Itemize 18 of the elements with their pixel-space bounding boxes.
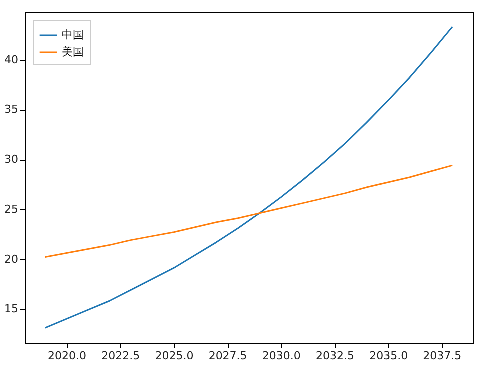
x-tick-label: 2027.5 bbox=[208, 350, 248, 362]
legend-label: 中国 bbox=[62, 28, 84, 42]
x-tick-label: 2025.0 bbox=[155, 350, 194, 362]
y-tick-label: 15 bbox=[4, 302, 18, 316]
y-tick-label: 40 bbox=[4, 53, 18, 66]
x-tick-label: 2032.5 bbox=[316, 350, 354, 362]
line-series bbox=[44, 26, 454, 329]
y-tick-label: 35 bbox=[4, 103, 18, 116]
x-tick-label: 2030.0 bbox=[262, 350, 301, 362]
legend-label: 美国 bbox=[62, 46, 84, 58]
y-tick-label: 20 bbox=[4, 252, 18, 266]
x-tick-label: 2037.5 bbox=[423, 350, 462, 362]
line-series bbox=[44, 164, 454, 258]
y-tick-label: 30 bbox=[4, 153, 18, 166]
x-tick-label: 2020.0 bbox=[48, 350, 87, 362]
x-tick-label: 2035.0 bbox=[370, 350, 408, 362]
x-tick-label: 2022.5 bbox=[102, 350, 140, 362]
y-tick-label: 25 bbox=[4, 202, 18, 216]
